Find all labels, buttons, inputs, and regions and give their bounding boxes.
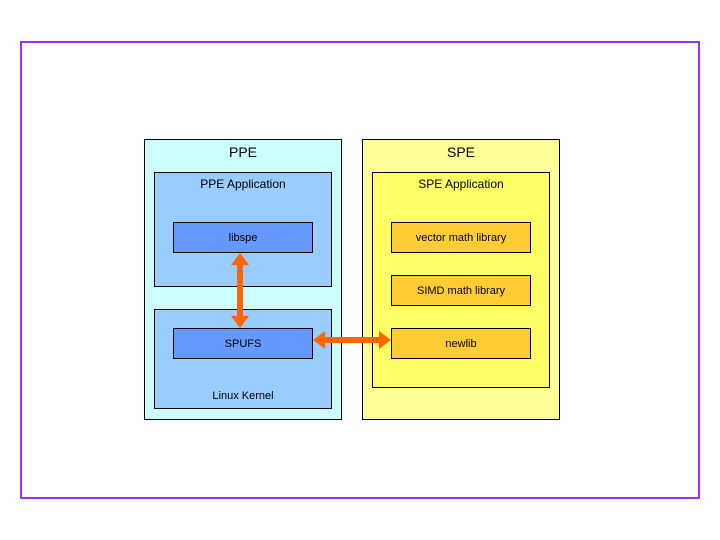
arrow-h-right bbox=[379, 331, 391, 349]
vmath-box: vector math library bbox=[391, 222, 531, 253]
arrow-h-left bbox=[313, 331, 325, 349]
outer-frame bbox=[20, 41, 700, 499]
spufs-label: SPUFS bbox=[225, 338, 262, 350]
newlib-box: newlib bbox=[391, 328, 531, 359]
spe-app-title: SPE Application bbox=[373, 173, 549, 195]
simd-box: SIMD math library bbox=[391, 275, 531, 306]
arrow-v-bottom bbox=[231, 316, 249, 328]
ppe-app-title: PPE Application bbox=[155, 173, 331, 195]
arrow-v-top bbox=[231, 253, 249, 265]
spe-title: SPE bbox=[363, 140, 559, 164]
spufs-box: SPUFS bbox=[173, 328, 313, 359]
simd-label: SIMD math library bbox=[417, 285, 505, 297]
newlib-label: newlib bbox=[445, 338, 476, 350]
ppe-title: PPE bbox=[145, 140, 341, 164]
libspe-label: libspe bbox=[229, 232, 258, 244]
kernel-label: Linux Kernel bbox=[155, 390, 331, 402]
libspe-box: libspe bbox=[173, 222, 313, 253]
arrow-horizontal bbox=[323, 337, 381, 343]
vmath-label: vector math library bbox=[416, 232, 506, 244]
arrow-vertical bbox=[237, 263, 243, 318]
